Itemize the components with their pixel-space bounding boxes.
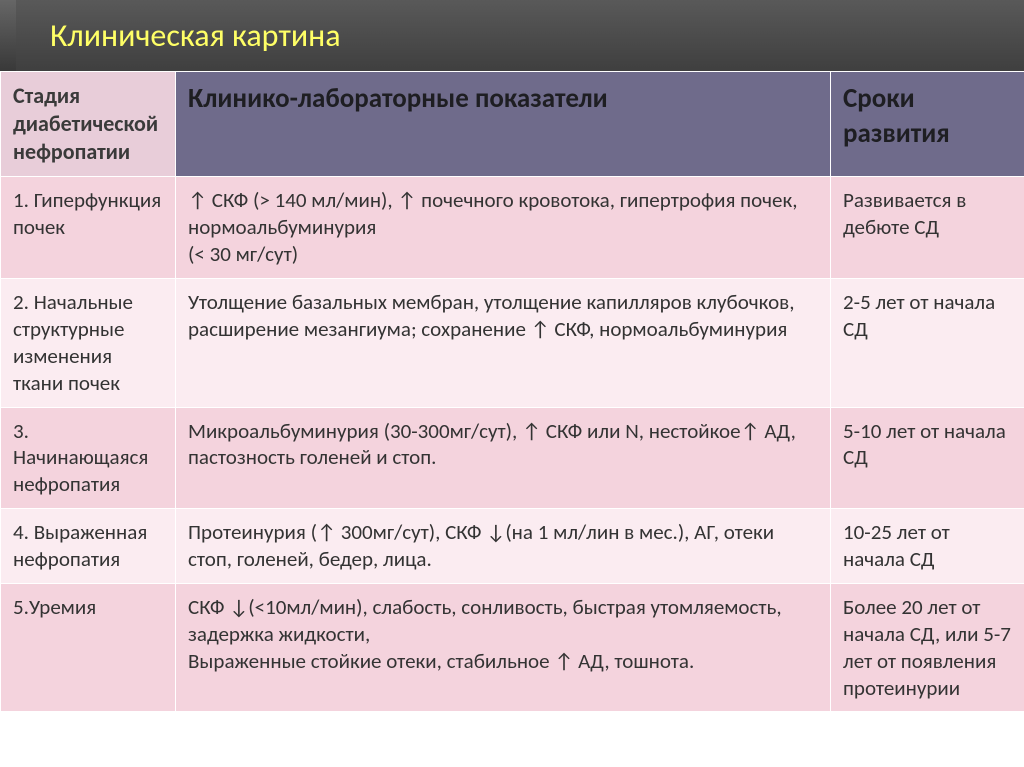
table-row: 2. Начальные структурные изменения ткани…	[1, 279, 1024, 408]
header-indicators: Клинико-лабораторные показатели	[176, 72, 831, 177]
cell-stage: 3. Начинающаяся нефропатия	[1, 407, 176, 509]
table-body: 1. Гиперфункция почек ↑ СКФ (> 140 мл/ми…	[1, 177, 1024, 712]
table-row: 1. Гиперфункция почек ↑ СКФ (> 140 мл/ми…	[1, 177, 1024, 279]
cell-timeline: Развивается в дебюте СД	[831, 177, 1024, 279]
cell-indicators: Протеинурия (↑ 300мг/сут), СКФ ↓(на 1 мл…	[176, 509, 831, 584]
cell-stage: 2. Начальные структурные изменения ткани…	[1, 279, 176, 408]
cell-timeline: 2-5 лет от начала СД	[831, 279, 1024, 408]
slide-title: Клиническая картина	[50, 16, 1024, 55]
cell-indicators: СКФ ↓(<10мл/мин), слабость, сонливость, …	[176, 583, 831, 712]
cell-timeline: Более 20 лет от начала СД, или 5-7 лет о…	[831, 583, 1024, 712]
header-timeline: Сроки развития	[831, 72, 1024, 177]
cell-indicators: Микроальбуминурия (30-300мг/сут), ↑ СКФ …	[176, 407, 831, 509]
header-stage: Стадия диабетической нефропатии	[1, 72, 176, 177]
cell-indicators: ↑ СКФ (> 140 мл/мин), ↑ почечного кровот…	[176, 177, 831, 279]
table-row: 5.Уремия СКФ ↓(<10мл/мин), слабость, сон…	[1, 583, 1024, 712]
cell-stage: 5.Уремия	[1, 583, 176, 712]
cell-indicators: Утолщение базальных мембран, утолщение к…	[176, 279, 831, 408]
table-row: 3. Начинающаяся нефропатия Микроальбумин…	[1, 407, 1024, 509]
cell-stage: 4. Выраженная нефропатия	[1, 509, 176, 584]
slide: Клиническая картина Стадия диабетической…	[0, 0, 1024, 767]
title-accent	[0, 0, 16, 71]
clinical-table: Стадия диабетической нефропатии Клинико-…	[0, 71, 1024, 712]
cell-stage: 1. Гиперфункция почек	[1, 177, 176, 279]
table-container: Стадия диабетической нефропатии Клинико-…	[0, 71, 1024, 767]
title-bar: Клиническая картина	[0, 0, 1024, 71]
cell-timeline: 10-25 лет от начала СД	[831, 509, 1024, 584]
table-header-row: Стадия диабетической нефропатии Клинико-…	[1, 72, 1024, 177]
table-row: 4. Выраженная нефропатия Протеинурия (↑ …	[1, 509, 1024, 584]
cell-timeline: 5-10 лет от начала СД	[831, 407, 1024, 509]
